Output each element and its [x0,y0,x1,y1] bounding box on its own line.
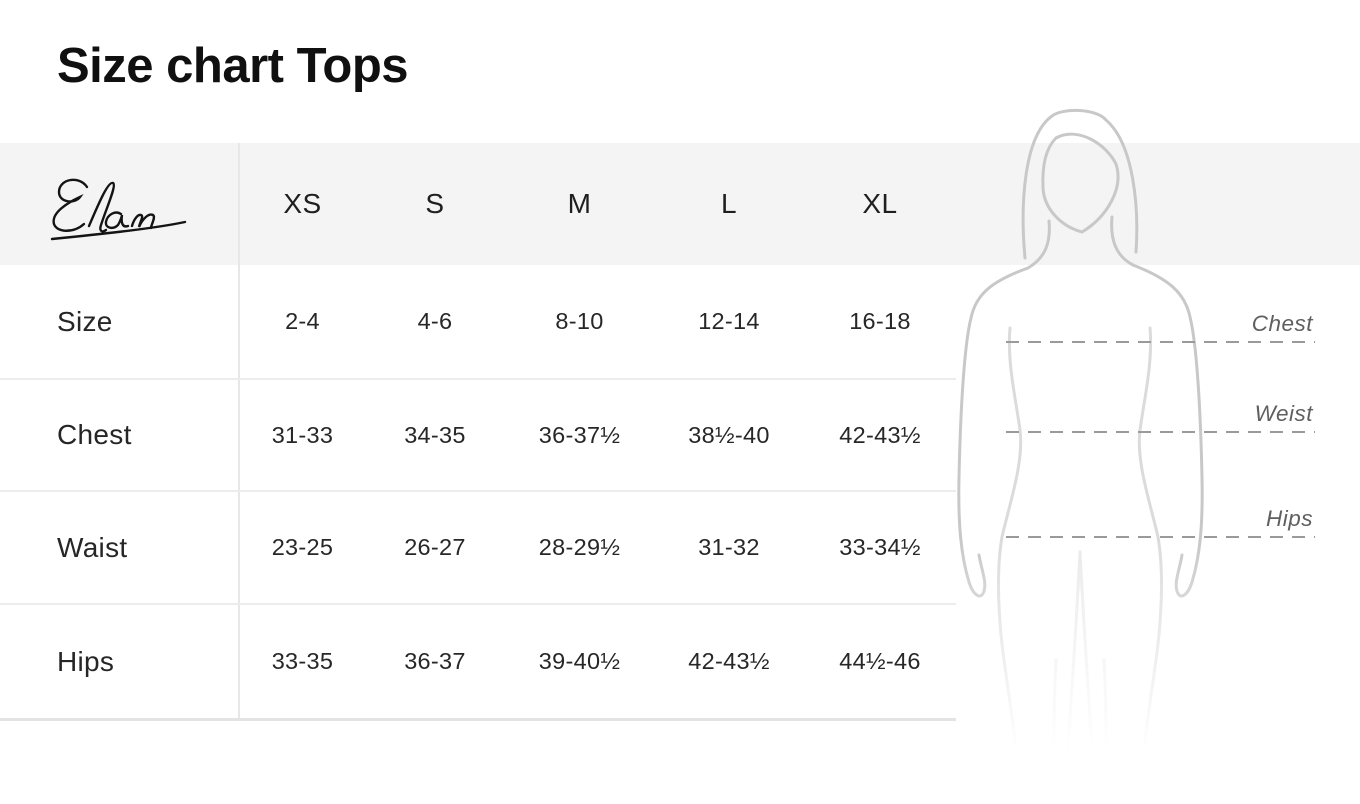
size-value-xs: 2-4 [285,308,320,334]
logo-letter-E [52,178,88,232]
column-header-s: S [425,188,445,219]
figure-leg-inner-right [1102,658,1109,804]
measure-line-chest [1006,341,1315,343]
table-row-hips: Hips 33-35 36-37 39-40½ 42-43½ 44½-46 [0,605,956,721]
chest-value-m: 36-37½ [538,421,621,448]
figure-neck-right [1110,215,1135,267]
waist-value-l: 31-32 [698,534,760,560]
waist-value-s: 26-27 [404,534,466,560]
measure-label-waist: Weist [1254,401,1313,426]
logo-underline [50,220,186,240]
figure-face [1041,132,1120,234]
brand-logo-cell: Elan [0,143,240,265]
measure-line-waist [1006,431,1315,433]
figure-leg-inner-left [1051,658,1058,804]
row-label-size: Size [57,305,113,337]
page-title: Size chart Tops [57,39,409,93]
body-figure-illustration [957,109,1204,804]
brand-logo [50,178,186,240]
figure-hair [1021,109,1139,260]
size-value-l: 12-14 [698,308,760,334]
hips-value-s: 36-37 [404,648,466,674]
column-header-m: M [567,188,592,219]
hips-value-xs: 33-35 [271,648,334,674]
size-value-s: 4-6 [417,308,453,334]
column-header-xl: XL [862,188,898,219]
waist-value-xl: 33-34½ [839,534,921,560]
figure-torso-left [997,326,1023,794]
measure-label-chest: Chest [1251,311,1313,336]
hips-value-m: 39-40½ [538,648,621,674]
size-value-xl: 16-18 [849,308,911,334]
hips-value-l: 42-43½ [688,648,770,674]
column-header-l: L [720,188,738,219]
logo-letter-l [87,181,115,233]
table-row-waist: Waist 23-25 26-27 28-29½ 31-32 33-34½ [0,492,956,605]
figure-leg-split-right [1078,550,1098,804]
row-label-chest: Chest [57,419,132,450]
table-header-row: Elan XS S M L XL [0,143,956,265]
table-row-size: Size 2-4 4-6 8-10 12-14 16-18 [0,265,956,380]
waist-value-m: 28-29½ [538,534,621,560]
row-label-hips: Hips [57,645,115,677]
figure-torso-right [1137,326,1163,794]
hips-value-xl: 44½-46 [839,648,921,674]
table-row-chest: Chest 31-33 34-35 36-37½ 38½-40 42-43½ [0,380,956,492]
column-header-xs: XS [283,188,322,219]
figure-neck-left [1026,219,1051,270]
measure-line-hips [1006,536,1315,538]
chest-value-s: 34-35 [404,421,466,448]
chest-value-xs: 31-33 [271,421,334,448]
waist-value-xs: 23-25 [271,534,334,560]
logo-letter-n [130,212,155,229]
chest-value-xl: 42-43½ [839,421,921,448]
chest-value-l: 38½-40 [688,421,770,448]
logo-letter-a [104,210,129,229]
measure-label-hips: Hips [1265,506,1313,531]
size-value-m: 8-10 [555,308,604,334]
figure-leg-split-left [1062,550,1082,804]
row-label-waist: Waist [57,531,128,563]
table-header-band [0,143,1360,265]
size-table: Elan XS S M L XL Size 2-4 4-6 8-10 12-14… [0,143,956,721]
